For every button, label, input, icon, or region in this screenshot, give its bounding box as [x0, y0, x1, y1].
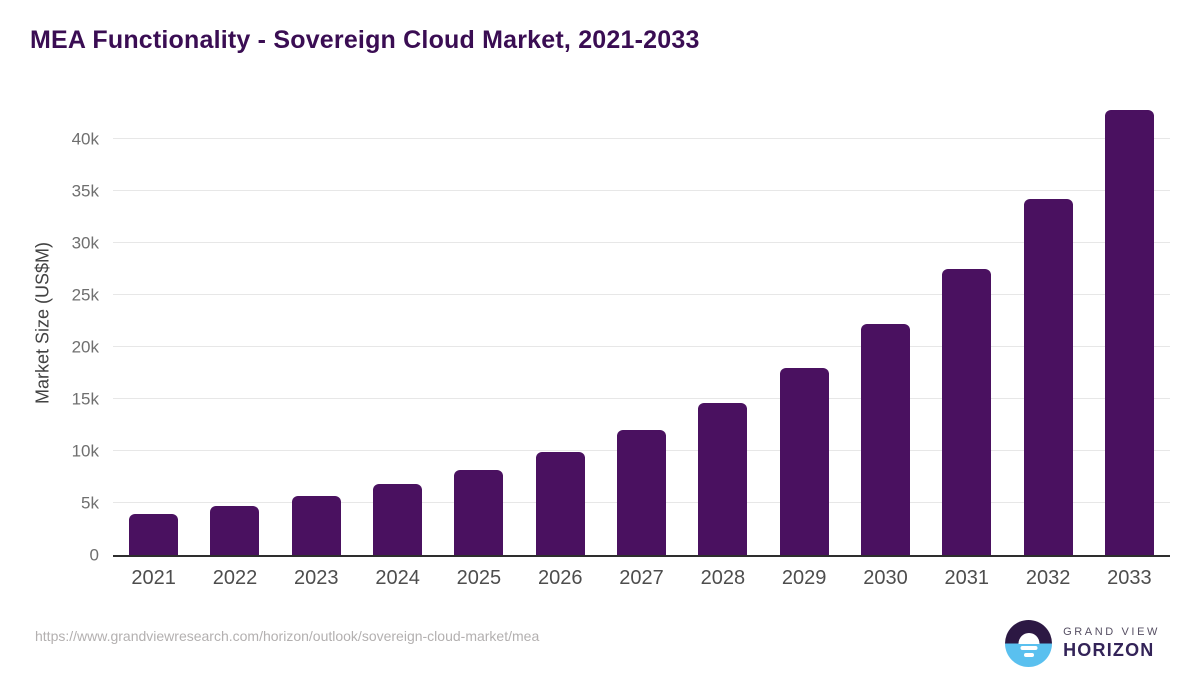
- grand-view-horizon-logo: GRAND VIEW HORIZON: [1005, 620, 1160, 667]
- y-tick-label-40k: 40k: [71, 129, 99, 149]
- logo-product-name: HORIZON: [1063, 640, 1155, 660]
- bar-2021: [129, 513, 179, 555]
- x-tick-label-2023: 2023: [294, 567, 339, 589]
- chart-title: MEA Functionality - Sovereign Cloud Mark…: [30, 26, 700, 54]
- y-tick-label-35k: 35k: [71, 181, 99, 201]
- bar-column-2031: [926, 89, 1007, 555]
- y-axis-title: Market Size (US$M): [32, 241, 53, 405]
- gridline-25k: [113, 294, 1170, 295]
- bar-column-2033: [1089, 89, 1170, 555]
- bar-2027: [617, 429, 667, 555]
- y-tick-label-15k: 15k: [71, 389, 99, 409]
- x-tick-label-2025: 2025: [456, 567, 502, 589]
- bar-2029: [779, 367, 829, 555]
- y-tick-label-20k: 20k: [71, 337, 99, 357]
- bar-2023: [291, 495, 341, 555]
- bar-2028: [698, 403, 748, 555]
- x-tick-label-2026: 2026: [537, 567, 583, 589]
- y-tick-label-25k: 25k: [71, 285, 99, 305]
- bar-column-2025: [438, 89, 519, 555]
- bar-column-2026: [520, 89, 601, 555]
- horizon-sun-icon: [1005, 620, 1053, 667]
- y-tick-label-10k: 10k: [71, 441, 99, 461]
- bar-column-2023: [276, 89, 357, 555]
- logo-brand-name: GRAND VIEW: [1063, 626, 1160, 638]
- sun-reflection-line-1: [1020, 646, 1038, 650]
- x-tick-label-2030: 2030: [863, 567, 908, 589]
- bar-2025: [454, 469, 504, 555]
- bar-column-2028: [682, 89, 763, 555]
- x-tick-label-2027: 2027: [619, 567, 664, 589]
- logo-text: GRAND VIEW HORIZON: [1063, 626, 1160, 661]
- y-tick-label-0: 0: [89, 545, 99, 565]
- bars-layer: [113, 89, 1170, 555]
- gridline-20k: [113, 346, 1170, 347]
- bar-column-2024: [357, 89, 438, 555]
- gridline-40k: [113, 138, 1170, 139]
- bar-2032: [1023, 199, 1073, 555]
- bar-column-2021: [113, 89, 194, 555]
- bar-column-2022: [194, 89, 275, 555]
- x-tick-label-2024: 2024: [375, 567, 420, 589]
- x-tick-label-2033: 2033: [1107, 567, 1152, 589]
- gridline-15k: [113, 398, 1170, 399]
- x-tick-label-2029: 2029: [781, 567, 827, 589]
- y-tick-label-5k: 5k: [81, 493, 99, 513]
- x-tick-label-2022: 2022: [212, 567, 258, 589]
- x-tick-label-2032: 2032: [1025, 567, 1071, 589]
- gridline-35k: [113, 190, 1170, 191]
- sun-shape: [1018, 632, 1040, 644]
- bar-2022: [210, 505, 260, 555]
- plot-area: 0 5k 10k 15k 20k 25k 30k 35k 40k 2021 2022 2023 202…: [72, 89, 1170, 589]
- y-tick-label-30k: 30k: [71, 233, 99, 253]
- source-url-text: https://www.grandviewresearch.com/horizo…: [35, 628, 540, 644]
- sun-reflection-line-2: [1023, 653, 1034, 657]
- gridline-30k: [113, 242, 1170, 243]
- bar-column-2030: [845, 89, 926, 555]
- x-tick-label-2021: 2021: [131, 567, 176, 589]
- bar-2031: [942, 269, 992, 555]
- x-tick-label-2031: 2031: [944, 567, 990, 589]
- bar-column-2027: [601, 89, 682, 555]
- x-tick-labels: 2021 2022 2023 2024 2025 2026 2027 2028 2029 2030…: [113, 567, 1170, 590]
- bar-2024: [373, 483, 423, 555]
- x-tick-label-2028: 2028: [700, 567, 746, 589]
- bar-column-2029: [764, 89, 845, 555]
- bar-2026: [535, 451, 585, 555]
- bar-2030: [860, 324, 910, 555]
- bar-2033: [1104, 109, 1154, 555]
- bar-column-2032: [1007, 89, 1088, 555]
